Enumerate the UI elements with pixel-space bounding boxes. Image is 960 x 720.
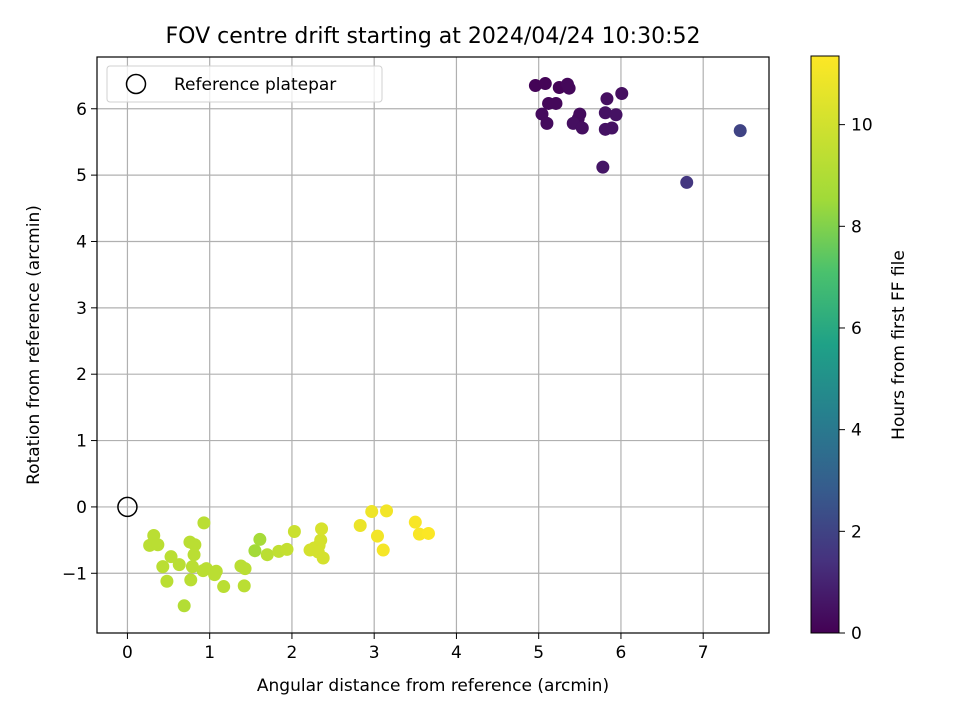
data-point — [549, 96, 563, 110]
colorbar-ticks: 0 2 4 6 8 10 — [839, 116, 873, 644]
data-point — [287, 524, 301, 538]
colorbar-tick-label: 6 — [851, 319, 862, 339]
data-point — [185, 560, 199, 574]
x-tick-label: 2 — [287, 643, 298, 663]
y-tick-label: 1 — [76, 432, 87, 452]
colorbar-tick-label: 0 — [851, 624, 862, 644]
x-tick-label: 0 — [122, 643, 133, 663]
data-point — [365, 505, 379, 519]
data-point — [421, 526, 435, 540]
legend: Reference platepar — [106, 65, 383, 103]
data-point — [316, 551, 330, 565]
y-tick-label: 6 — [76, 100, 87, 120]
data-point — [172, 558, 186, 572]
data-point — [184, 573, 198, 587]
data-point — [575, 121, 589, 135]
y-tick-label: 3 — [76, 299, 87, 319]
data-point — [156, 560, 170, 574]
data-point — [217, 580, 231, 594]
data-point — [562, 81, 576, 95]
x-axis-label: Angular distance from reference (arcmin) — [257, 676, 609, 696]
colorbar-tick-label: 2 — [851, 522, 862, 542]
data-point — [197, 516, 211, 530]
data-point — [315, 522, 329, 536]
grid-lines — [97, 57, 769, 633]
data-point — [253, 532, 267, 546]
data-point — [164, 550, 178, 564]
data-point — [370, 529, 384, 543]
x-tick-label: 7 — [698, 643, 709, 663]
x-tick-label: 3 — [369, 643, 380, 663]
data-point — [237, 579, 251, 593]
data-point — [187, 548, 201, 562]
data-point — [605, 121, 619, 135]
data-point — [528, 79, 542, 93]
data-point — [408, 515, 422, 529]
colorbar-tick-label: 8 — [851, 217, 862, 237]
data-point — [177, 599, 191, 613]
colorbar-label: Hours from first FF file — [889, 250, 909, 440]
data-point — [538, 77, 552, 91]
data-point — [353, 518, 367, 532]
data-point — [208, 568, 222, 582]
y-axis-ticks: −1 0 1 2 3 4 5 6 — [62, 100, 97, 584]
colorbar — [810, 55, 840, 634]
data-point — [733, 124, 747, 138]
data-point — [680, 175, 694, 189]
data-point — [598, 106, 612, 120]
x-tick-label: 4 — [451, 643, 462, 663]
legend-marker-icon — [125, 73, 147, 95]
colorbar-tick-label: 10 — [851, 116, 873, 136]
x-tick-label: 6 — [616, 643, 627, 663]
y-tick-label: 4 — [76, 232, 87, 252]
data-point — [248, 544, 262, 558]
data-point — [238, 562, 252, 576]
chart-title: FOV centre drift starting at 2024/04/24 … — [166, 24, 701, 49]
data-point — [596, 160, 610, 174]
legend-label: Reference platepar — [174, 75, 336, 95]
data-point — [540, 116, 554, 130]
legend-box — [106, 65, 383, 103]
x-tick-label: 1 — [204, 643, 215, 663]
data-point — [609, 108, 623, 122]
x-tick-label: 5 — [533, 643, 544, 663]
plot-frame — [96, 56, 770, 634]
y-tick-label: 0 — [76, 498, 87, 518]
data-points — [143, 77, 747, 613]
data-point — [160, 574, 174, 588]
data-point — [188, 538, 202, 552]
data-point — [314, 533, 328, 547]
data-point — [376, 543, 390, 557]
data-point — [151, 538, 165, 552]
y-tick-label: −1 — [62, 564, 87, 584]
reference-platepar-marker — [117, 496, 138, 518]
colorbar-tick-label: 4 — [851, 421, 862, 441]
data-point — [615, 86, 629, 100]
data-point — [280, 542, 294, 556]
data-point — [260, 548, 274, 562]
data-point — [380, 504, 394, 518]
y-axis-label: Rotation from reference (arcmin) — [24, 205, 44, 485]
y-tick-label: 2 — [76, 365, 87, 385]
data-point — [600, 92, 614, 106]
reference-marker-group — [117, 496, 138, 518]
y-tick-label: 5 — [76, 166, 87, 186]
x-axis-ticks: 0 1 2 3 4 5 6 7 — [122, 633, 709, 663]
